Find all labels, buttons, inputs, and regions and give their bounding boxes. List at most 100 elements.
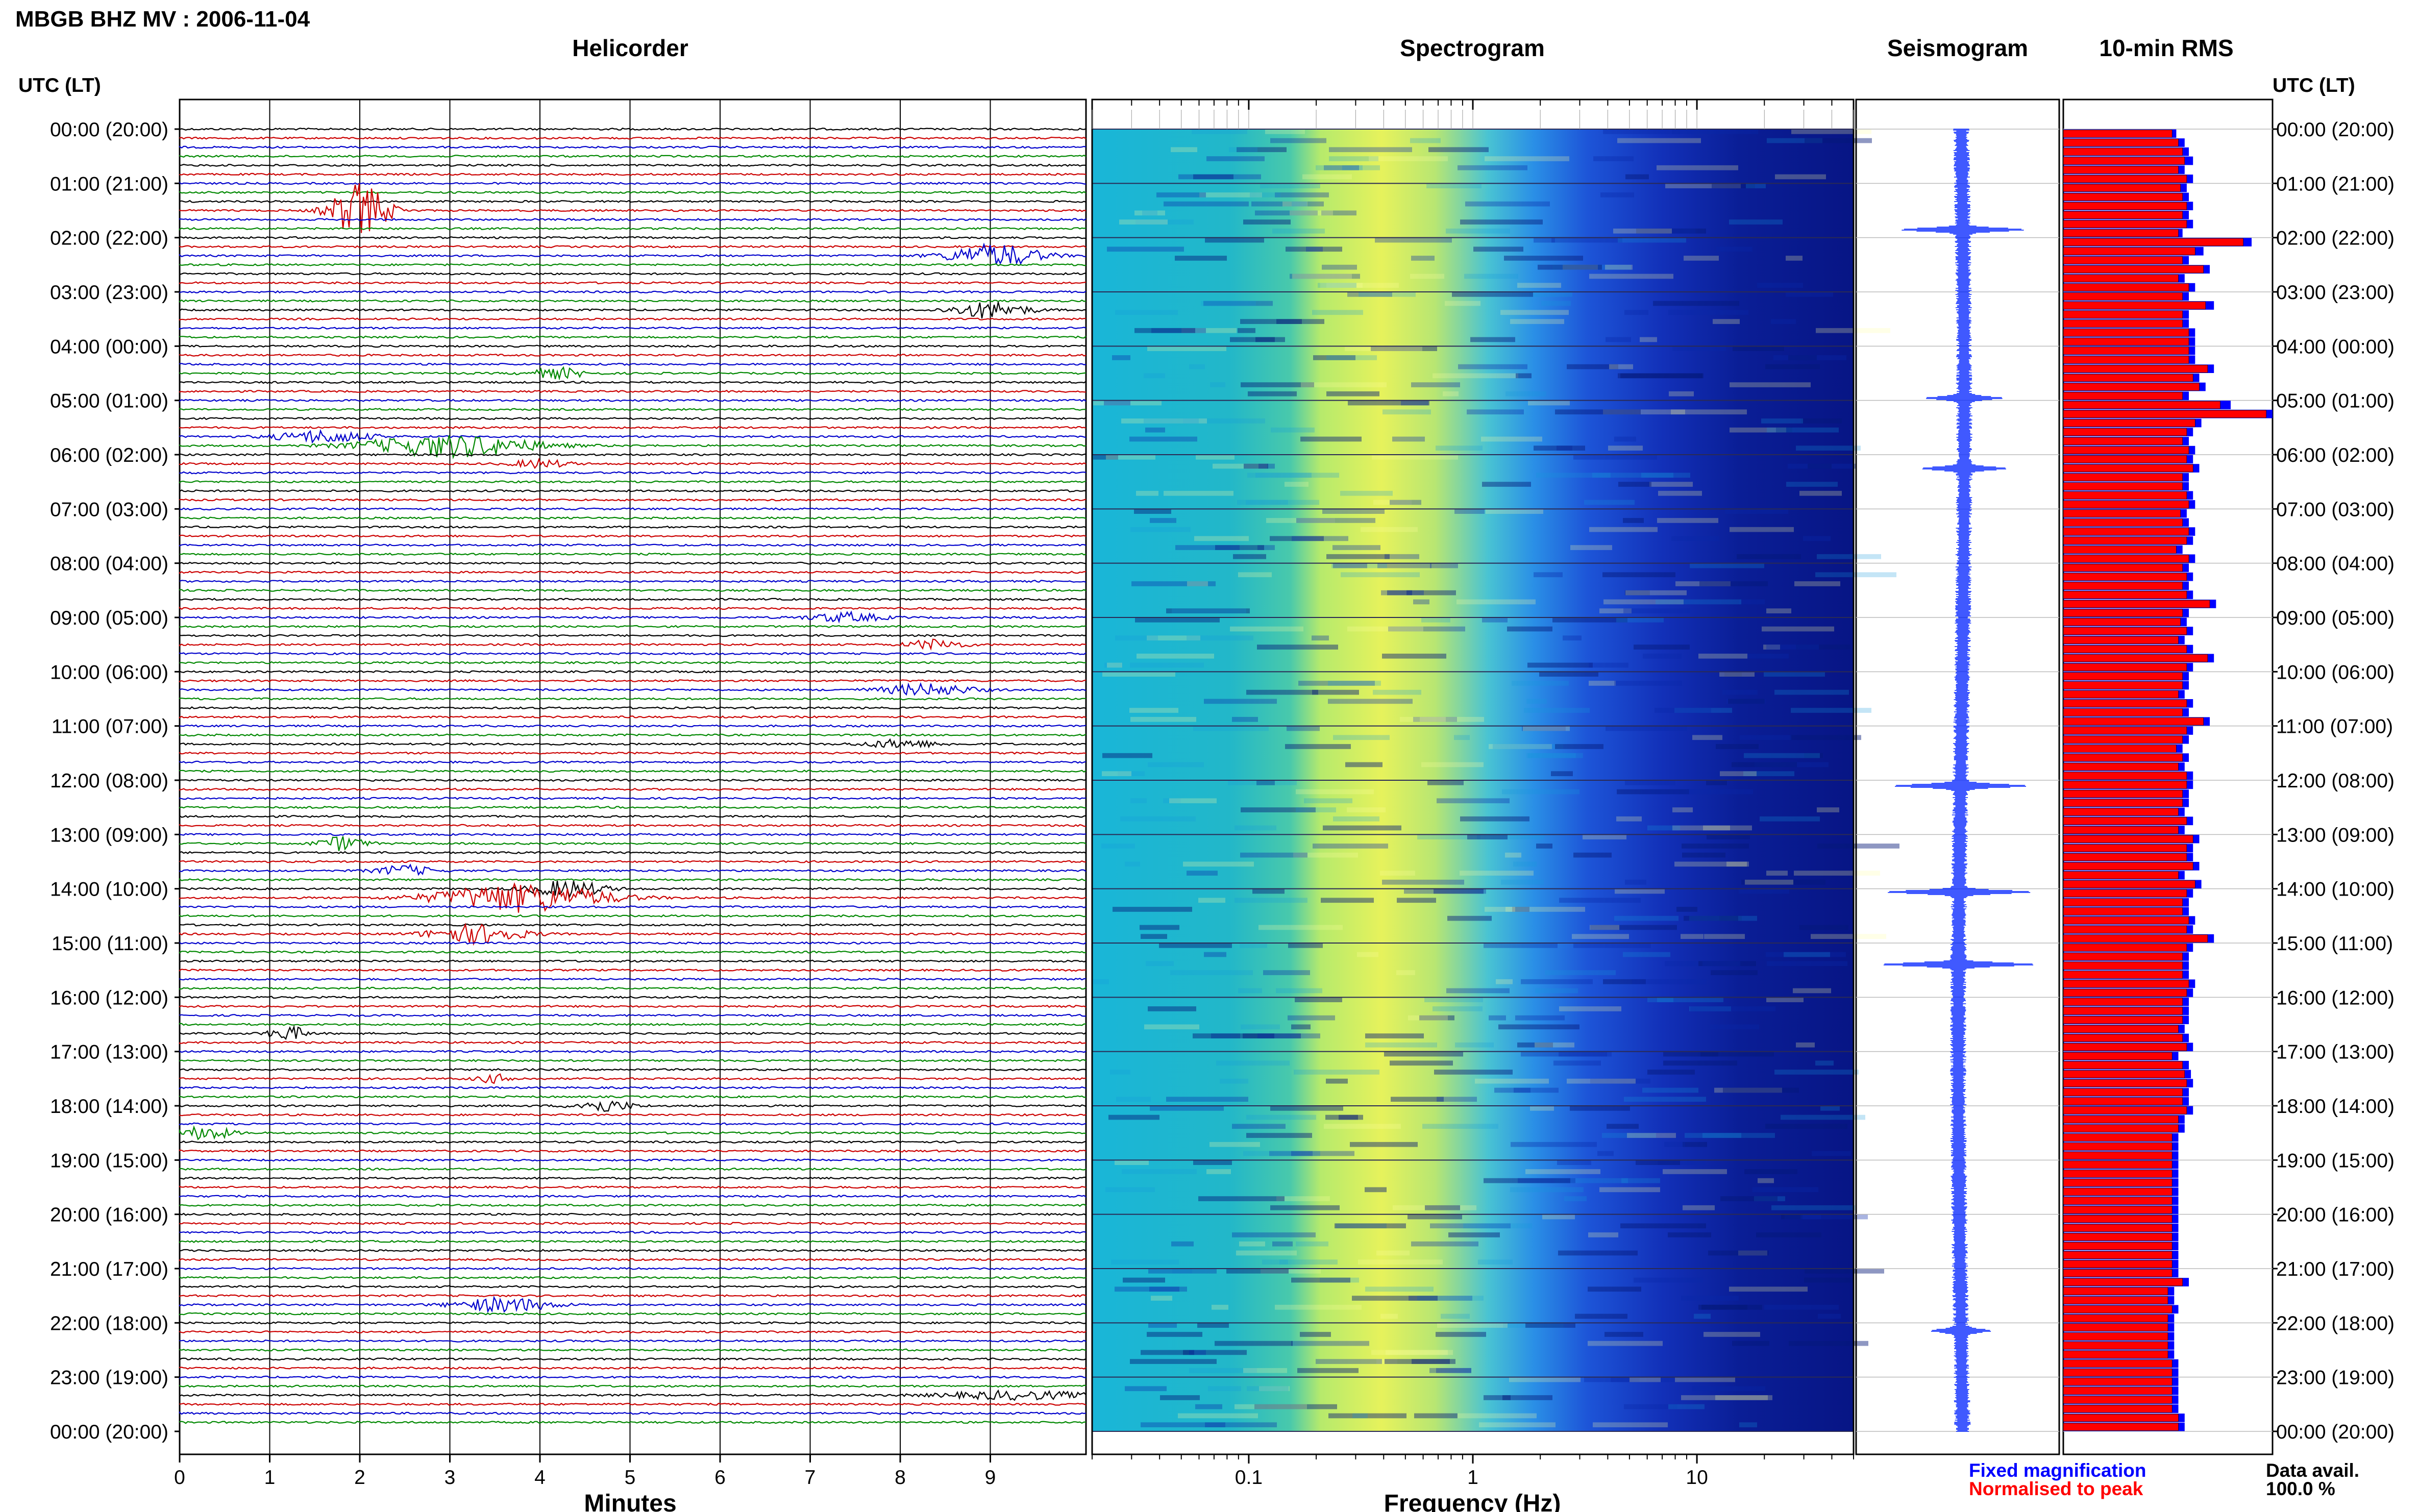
- helicorder-trace: [179, 128, 1087, 131]
- spectrogram-texture: [1741, 879, 1825, 885]
- spectrogram-texture: [1122, 1169, 1197, 1174]
- spectrogram-texture: [1336, 1223, 1387, 1229]
- rms-bar-normalised: [2063, 157, 2185, 165]
- helicorder-trace: [179, 598, 1087, 601]
- spectrogram-texture: [1494, 1087, 1559, 1093]
- spectrogram-texture: [1613, 228, 1672, 234]
- helicorder-trace: [179, 457, 1087, 469]
- spectrogram-texture: [1187, 635, 1253, 641]
- spectrogram-texture: [1663, 1051, 1718, 1057]
- spectrogram-texture: [1204, 952, 1226, 957]
- helicorder-panel: 0 1 2 3 4 5 6 7 8 9: [174, 98, 1087, 1489]
- time-label-right: 08:00 (04:00): [2276, 553, 2395, 575]
- spectrogram-texture: [1535, 1042, 1574, 1048]
- rms-bar-normalised: [2063, 998, 2183, 1006]
- spectrogram-texture: [1801, 418, 1842, 424]
- spectrogram-texture: [1766, 608, 1791, 613]
- spectrogram-texture: [1259, 1386, 1290, 1392]
- helicorder-trace: [179, 824, 1087, 827]
- helicorder-trace: [179, 516, 1087, 520]
- spectrogram-texture: [1525, 1169, 1600, 1174]
- spectrogram-texture: [1282, 201, 1307, 207]
- spectrogram-texture: [1781, 1114, 1865, 1120]
- spectrogram-texture: [1171, 1241, 1194, 1247]
- time-label-left: 05:00 (01:00): [50, 390, 168, 412]
- spectrogram-texture: [1624, 310, 1648, 315]
- spectrogram-texture: [1774, 1070, 1859, 1075]
- rms-bar-normalised: [2063, 1287, 2168, 1295]
- spectrogram-texture: [1617, 789, 1689, 795]
- rms-bar-normalised: [2063, 1016, 2183, 1024]
- spectrogram-texture: [1256, 780, 1275, 785]
- rms-bar-normalised: [2063, 1396, 2173, 1404]
- spectrogram-texture: [1215, 545, 1264, 550]
- spectrogram-texture: [1478, 1259, 1513, 1265]
- helicorder-trace: [179, 833, 1087, 836]
- spectrogram-texture: [1794, 581, 1840, 586]
- helicorder-trace: [179, 724, 1087, 728]
- spectrogram-texture: [1365, 1042, 1437, 1048]
- rms-bar-normalised: [2063, 410, 2267, 418]
- time-label-left: 08:00 (04:00): [50, 553, 168, 575]
- spectrogram-texture: [1328, 1413, 1406, 1419]
- rms-bar-normalised: [2063, 1206, 2173, 1214]
- spectrogram-texture: [1120, 816, 1196, 822]
- rms-bar-normalised: [2063, 482, 2183, 490]
- rms-bar-normalised: [2063, 925, 2187, 934]
- spectrogram-texture: [1358, 1259, 1443, 1265]
- spectrogram-texture: [1151, 328, 1206, 333]
- spectrogram-texture: [1715, 653, 1789, 659]
- helicorder-trace: [179, 1100, 1087, 1112]
- spectrogram-texture: [1359, 292, 1416, 297]
- spectrogram-texture: [1408, 1214, 1462, 1220]
- spectrogram-texture: [1799, 925, 1848, 930]
- helicorder-trace: [179, 1004, 1087, 1008]
- spectrogram-texture: [1265, 129, 1305, 134]
- time-label-right: 02:00 (22:00): [2276, 228, 2395, 250]
- spectrogram-texture: [1510, 1187, 1584, 1193]
- spectrogram-texture: [1300, 436, 1362, 442]
- helicorder-trace: [179, 625, 1087, 628]
- rms-bar-normalised: [2063, 364, 2208, 373]
- spectrogram-texture: [1690, 563, 1764, 568]
- helicorder-trace: [179, 326, 1087, 330]
- spectrogram-texture: [1254, 1404, 1337, 1409]
- spectrogram-texture: [1698, 961, 1756, 966]
- helicorder-trace: [179, 1203, 1087, 1207]
- spectrogram-texture: [1649, 482, 1693, 487]
- utc-label-left: UTC (LT): [18, 75, 101, 96]
- time-label-right: 13:00 (09:00): [2276, 824, 2395, 846]
- spectrogram-texture: [1603, 599, 1684, 605]
- spectrogram-texture: [1558, 1250, 1638, 1256]
- spectrogram-texture: [1623, 608, 1690, 613]
- spectrogram-texture: [1773, 355, 1846, 360]
- spectrogram-texture: [1426, 183, 1482, 188]
- spectrogram-texture: [1417, 834, 1480, 839]
- spectrogram-texture: [1485, 156, 1569, 161]
- spectrogram-texture: [1298, 681, 1375, 686]
- helicorder-trace: [179, 950, 1087, 954]
- spectrogram-texture: [1275, 1304, 1362, 1310]
- helicorder-trace: [179, 923, 1087, 946]
- spectrogram-texture: [1618, 482, 1651, 487]
- spectrogram-texture: [1447, 915, 1492, 921]
- helicorder-trace: [179, 860, 1086, 863]
- minute-tick-label: 6: [714, 1467, 726, 1489]
- helicorder-trace: [179, 353, 1087, 357]
- time-label-left: 07:00 (03:00): [50, 499, 168, 520]
- helicorder-trace: [179, 1249, 1087, 1252]
- spectrogram-texture: [1130, 527, 1191, 532]
- spectrogram-texture: [1723, 1087, 1799, 1093]
- spectrogram-texture: [1239, 1241, 1265, 1247]
- spectrogram-texture: [1555, 744, 1603, 749]
- spectrogram-texture: [1213, 463, 1267, 469]
- spectrogram-texture: [1791, 129, 1871, 134]
- rms-bar-normalised: [2063, 1160, 2173, 1169]
- spectrogram-texture: [1441, 1313, 1470, 1319]
- spectrogram-texture: [1102, 672, 1175, 677]
- spectrogram-texture: [1150, 1106, 1224, 1111]
- spectrogram-texture: [1260, 183, 1320, 188]
- spectrogram-texture: [1413, 599, 1429, 605]
- spectrogram-texture: [1663, 1169, 1727, 1174]
- spectrogram-texture: [1521, 1051, 1607, 1057]
